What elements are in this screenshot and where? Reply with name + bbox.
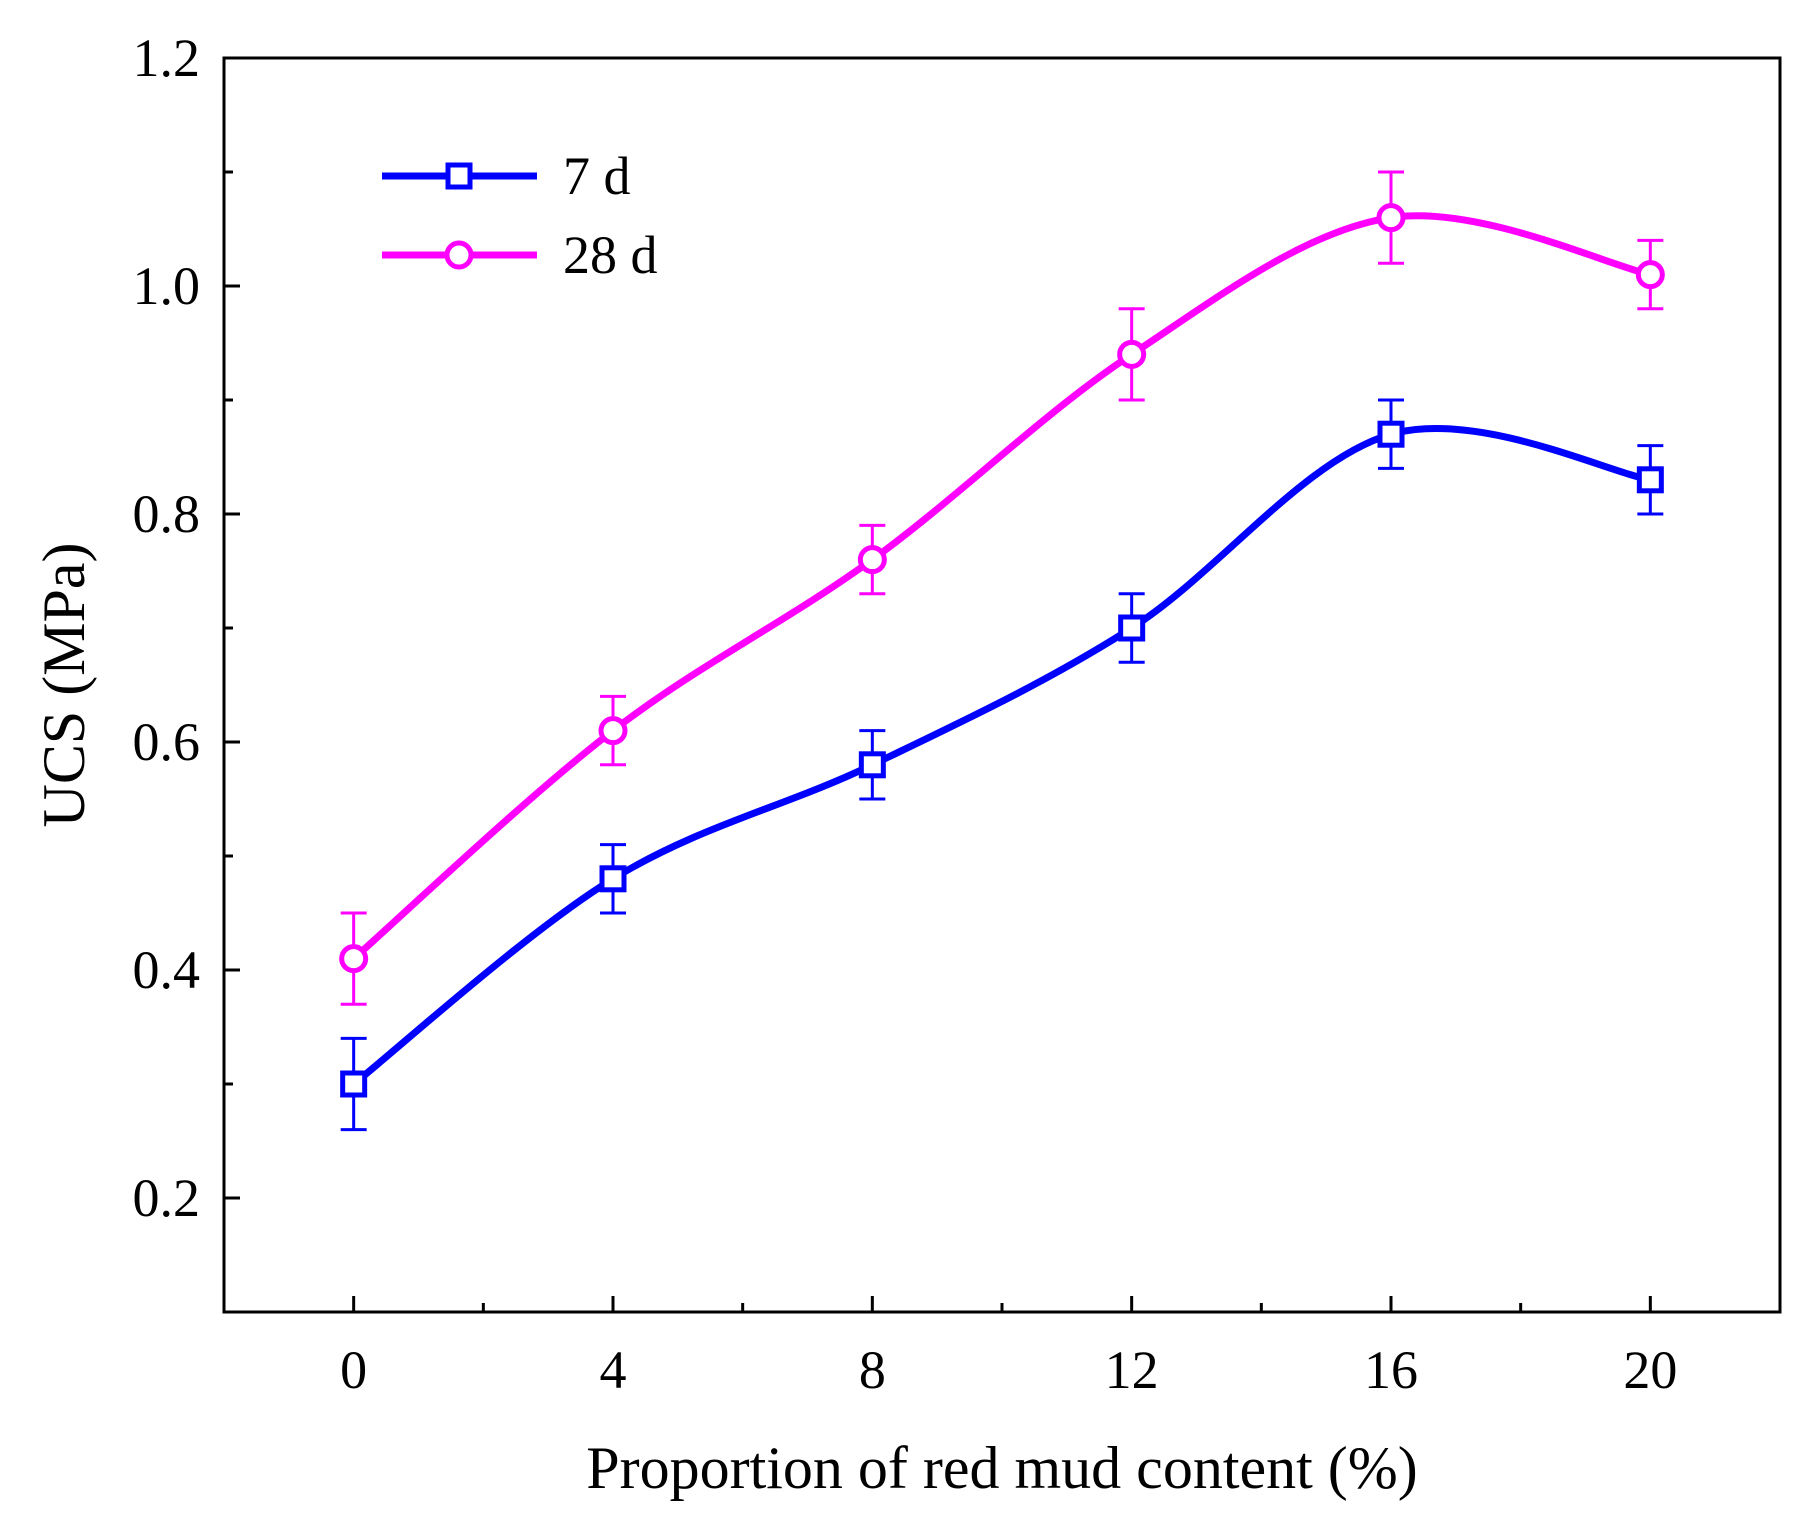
series-line bbox=[351, 212, 1652, 962]
x-tick-label: 8 bbox=[859, 1340, 886, 1400]
y-tick-label: 1.2 bbox=[133, 28, 201, 88]
data-point-circle bbox=[1635, 260, 1665, 290]
data-point-square bbox=[1636, 466, 1664, 494]
data-point-square bbox=[858, 751, 886, 779]
series-line bbox=[351, 425, 1651, 1087]
x-tick-label: 20 bbox=[1623, 1340, 1677, 1400]
x-axis-title: Proportion of red mud content (%) bbox=[586, 1435, 1417, 1501]
data-point-circle bbox=[1376, 203, 1406, 233]
series-7d bbox=[340, 398, 1664, 1132]
data-point-square bbox=[1377, 420, 1405, 448]
legend: 7 d 28 d bbox=[382, 146, 658, 285]
x-tick-label: 0 bbox=[340, 1340, 367, 1400]
y-axis-ticks: 0.2 0.4 0.6 0.8 1.0 1.2 bbox=[133, 28, 240, 1228]
y-tick-label: 0.4 bbox=[133, 940, 201, 1000]
x-axis-ticks: 0 4 8 12 16 20 bbox=[340, 1296, 1677, 1400]
legend-label: 7 d bbox=[563, 146, 631, 206]
data-point-circle bbox=[598, 716, 628, 746]
y-tick-label: 1.0 bbox=[133, 256, 201, 316]
x-tick-label: 12 bbox=[1105, 1340, 1159, 1400]
data-point-circle bbox=[857, 545, 887, 575]
x-tick-label: 4 bbox=[600, 1340, 627, 1400]
data-point-circle bbox=[1117, 339, 1147, 369]
legend-marker-circle bbox=[444, 240, 474, 270]
y-tick-label: 0.8 bbox=[133, 484, 201, 544]
y-axis-title: UCS (MPa) bbox=[31, 542, 97, 827]
series-layer bbox=[339, 170, 1665, 1132]
y-tick-label: 0.6 bbox=[133, 712, 201, 772]
x-tick-label: 16 bbox=[1364, 1340, 1418, 1400]
data-point-square bbox=[340, 1070, 368, 1098]
data-point-square bbox=[599, 865, 627, 893]
legend-marker-square bbox=[445, 162, 473, 190]
series-28d bbox=[339, 170, 1665, 1006]
data-point-circle bbox=[339, 944, 369, 974]
legend-label: 28 d bbox=[563, 225, 658, 285]
data-point-square bbox=[1118, 614, 1146, 642]
y-tick-label: 0.2 bbox=[133, 1168, 201, 1228]
